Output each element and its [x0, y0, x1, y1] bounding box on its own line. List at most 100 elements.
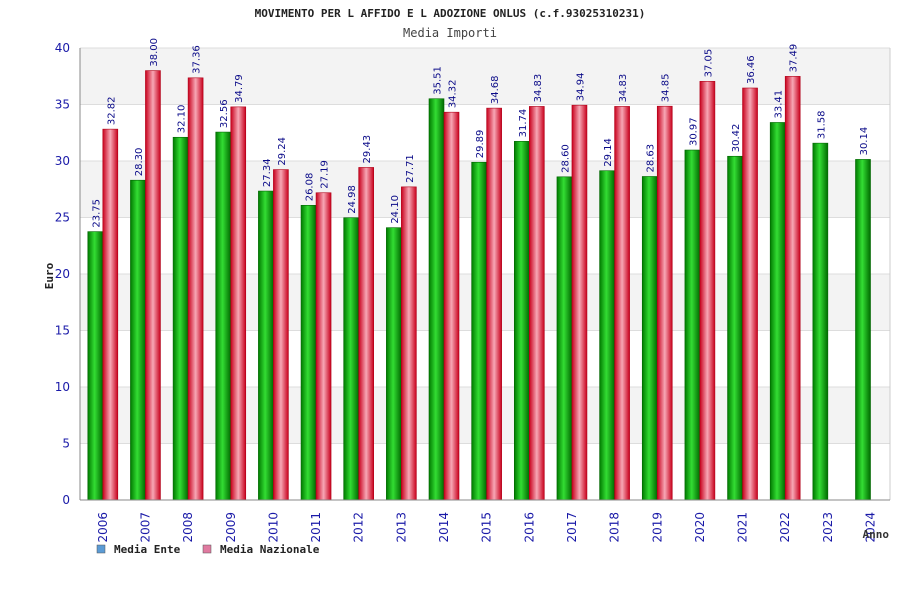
data-label-media-ente-2021: 30.42	[731, 124, 742, 153]
y-axis-label: Euro	[43, 262, 56, 289]
bar-media-ente-2015	[471, 161, 487, 501]
bar-media-nazionale-2011	[315, 192, 332, 501]
data-label-media-nazionale-2013: 27.71	[405, 154, 416, 183]
x-axis-label: Anno	[863, 528, 890, 541]
bar-media-ente-2019	[641, 176, 658, 501]
data-label-media-nazionale-2014: 34.32	[448, 80, 459, 109]
legend-label-media-ente: Media Ente	[114, 543, 181, 556]
data-label-media-ente-2009: 32.56	[219, 99, 230, 128]
data-label-media-nazionale-2007: 38.00	[149, 38, 160, 67]
data-label-media-ente-2023: 31.58	[816, 111, 827, 140]
bar-media-ente-2011	[300, 204, 317, 501]
bar-media-ente-2017	[556, 176, 573, 501]
bar-media-ente-2012	[343, 217, 360, 501]
bar-media-ente-2008	[172, 136, 189, 501]
y-tick-label: 15	[55, 324, 70, 338]
y-tick-label: 30	[55, 154, 70, 168]
y-tick-label: 25	[55, 211, 70, 225]
data-label-media-nazionale-2008: 37.36	[192, 45, 203, 74]
x-tick-labels: 2006 2007 2008 2009 2010 2011 2012 2013 2014 2015…	[96, 512, 878, 543]
data-label-media-ente-2022: 33.41	[774, 90, 785, 119]
x-tick-label-2007: 2007	[138, 512, 152, 543]
chart-subtitle: Media Importi	[403, 26, 497, 40]
data-label-media-nazionale-2016: 34.83	[533, 74, 544, 103]
data-label-media-nazionale-2012: 29.43	[362, 135, 373, 164]
x-tick-label-2018: 2018	[608, 512, 622, 543]
x-tick-label-2020: 2020	[693, 512, 707, 543]
x-tick-label-2011: 2011	[309, 512, 323, 543]
data-label-media-ente-2015: 29.89	[475, 130, 486, 159]
bar-media-nazionale-2007	[145, 70, 161, 501]
data-label-media-nazionale-2018: 34.83	[618, 74, 629, 103]
data-label-media-nazionale-2009: 34.79	[234, 74, 245, 103]
y-tick-label: 20	[55, 267, 70, 281]
data-label-media-ente-2024: 30.14	[859, 127, 870, 156]
data-label-media-ente-2013: 24.10	[390, 195, 401, 224]
bar-media-ente-2007	[130, 179, 146, 501]
x-tick-label-2017: 2017	[565, 512, 579, 543]
data-labels: 23.75 32.82 28.30 38.00 32.10 37.36 32.56 34.79…	[91, 38, 870, 228]
data-label-media-ente-2008: 32.10	[177, 105, 188, 134]
x-tick-label-2014: 2014	[437, 512, 451, 543]
bar-media-nazionale-2008	[187, 77, 204, 501]
legend-label-media-nazionale: Media Nazionale	[220, 543, 320, 556]
data-label-media-ente-2019: 28.63	[646, 144, 657, 173]
data-label-media-ente-2016: 31.74	[518, 109, 529, 138]
bar-media-nazionale-2022	[784, 76, 801, 501]
x-tick-label-2006: 2006	[96, 512, 110, 543]
data-label-media-nazionale-2020: 37.05	[703, 49, 714, 78]
x-tick-label-2008: 2008	[181, 512, 195, 543]
data-label-media-nazionale-2021: 36.46	[746, 55, 757, 84]
x-tick-label-2016: 2016	[522, 512, 536, 543]
bar-media-ente-2018	[599, 170, 615, 501]
data-label-media-ente-2006: 23.75	[91, 199, 102, 228]
data-label-media-nazionale-2015: 34.68	[490, 75, 501, 104]
x-tick-label-2023: 2023	[821, 512, 835, 543]
x-tick-label-2015: 2015	[480, 512, 494, 543]
bar-media-ente-2013	[386, 227, 402, 501]
x-tick-label-2024: 2024	[864, 512, 878, 543]
x-tick-label-2010: 2010	[266, 512, 280, 543]
legend: Media Ente Media Nazionale	[96, 543, 320, 556]
data-label-media-ente-2014: 35.51	[433, 66, 444, 95]
bar-media-nazionale-2013	[401, 186, 417, 501]
data-label-media-nazionale-2019: 34.85	[661, 74, 672, 103]
bar-media-nazionale-2006	[102, 128, 119, 501]
data-label-media-nazionale-2011: 27.19	[320, 160, 331, 189]
chart-title: MOVIMENTO PER L AFFIDO E L ADOZIONE ONLU…	[255, 7, 646, 20]
data-label-media-nazionale-2010: 29.24	[277, 137, 288, 166]
y-tick-label: 0	[62, 493, 70, 507]
data-label-media-nazionale-2022: 37.49	[789, 44, 800, 73]
bar-media-nazionale-2009	[230, 106, 247, 501]
x-tick-label-2021: 2021	[736, 512, 750, 543]
x-tick-label-2013: 2013	[394, 512, 408, 543]
y-tick-label: 5	[62, 437, 70, 451]
x-tick-label-2019: 2019	[650, 512, 664, 543]
bar-media-ente-2021	[727, 155, 743, 501]
data-label-media-nazionale-2006: 32.82	[106, 96, 117, 125]
legend-swatch-media-nazionale	[202, 544, 212, 554]
legend-swatch-media-ente	[96, 544, 106, 554]
y-tick-labels: 0 5 10 15 20 25 30 35 40	[55, 41, 70, 507]
bar-media-nazionale-2018	[614, 106, 630, 501]
x-tick-label-2009: 2009	[224, 512, 238, 543]
bar-media-ente-2016	[513, 141, 530, 501]
bar-media-ente-2014	[428, 98, 445, 501]
bar-media-nazionale-2021	[742, 87, 758, 501]
bars	[87, 70, 871, 501]
bar-media-ente-2020	[684, 149, 701, 501]
bar-media-nazionale-2014	[443, 111, 460, 501]
bar-media-ente-2024	[855, 159, 871, 501]
data-label-media-ente-2010: 27.34	[262, 158, 273, 187]
data-label-media-ente-2017: 28.60	[560, 144, 571, 173]
x-tick-label-2012: 2012	[352, 512, 366, 543]
bar-media-ente-2009	[215, 131, 232, 501]
bar-media-nazionale-2010	[273, 169, 289, 501]
x-tick-label-2022: 2022	[778, 512, 792, 543]
bar-media-nazionale-2020	[699, 81, 716, 501]
data-label-media-ente-2011: 26.08	[305, 173, 316, 202]
bar-media-nazionale-2017	[571, 104, 588, 501]
y-tick-label: 10	[55, 380, 70, 394]
